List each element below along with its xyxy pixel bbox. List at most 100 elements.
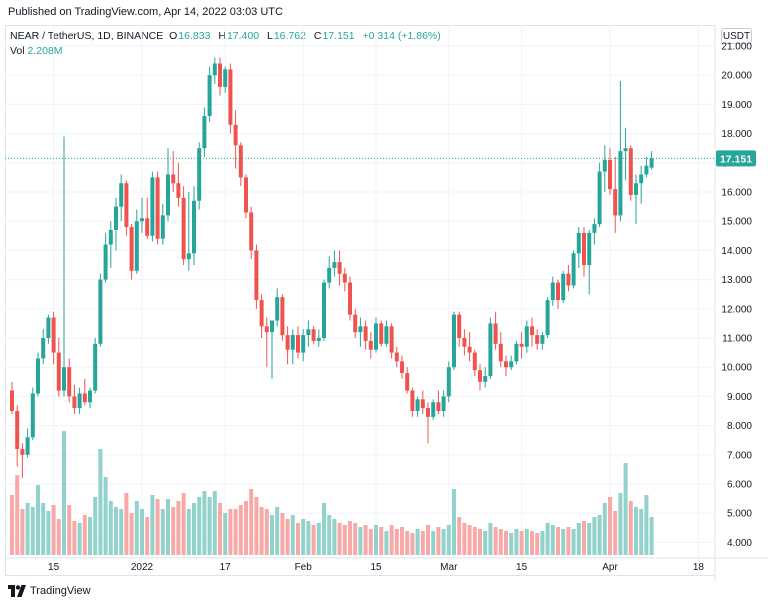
candle-body [566,273,571,286]
grid-lines [5,25,715,576]
candle-body [514,343,519,362]
volume-bar [649,517,654,555]
footer-brand[interactable]: TradingView [30,585,91,597]
candle-body [228,69,233,125]
volume-bar [597,515,602,555]
candle-body [509,361,514,368]
volume-bar [514,529,519,555]
candle-body [166,174,170,216]
volume-bar [342,525,347,555]
candle-body [155,177,160,239]
volume-bar [301,519,306,555]
volume-bar [181,493,186,555]
volume-bar [348,521,352,555]
volume-bar [56,519,61,555]
candle-body [134,221,139,271]
volume-bar [446,525,451,555]
y-tick-label: 18.000 [721,129,752,140]
volume-bar [82,515,87,555]
volume-bar [566,527,571,555]
candle-body [498,343,503,362]
candle-body [358,326,363,333]
candle-body [394,352,399,362]
symbol-name[interactable]: NEAR / TetherUS, 1D, BINANCE [10,30,164,42]
volume-bar [602,503,607,555]
volume-bar [608,497,612,555]
volume-bar [394,529,399,555]
change-value: +0.314 (+1.86%) [362,30,441,42]
volume-bar [628,501,633,555]
candle-body [270,320,274,333]
volume-bar [327,515,332,555]
volume-bar [550,525,555,555]
volume-bar [254,497,259,555]
volume-bar [384,531,389,555]
candle-body [207,75,212,117]
volume-bar [41,503,46,555]
candle-body [290,335,295,350]
candle-body [493,323,498,344]
symbol-legend: NEAR / TetherUS, 1D, BINANCE O16.833 H17… [10,30,446,42]
volume-bar [540,531,545,555]
volume-bar [270,515,274,555]
candle-body [571,253,576,286]
volume-bar [368,529,373,555]
y-tick-label: 16.000 [721,188,752,199]
candle-body [415,399,420,411]
volume-bar [478,529,482,555]
x-tick-label: Apr [602,562,618,573]
volume-bar [160,509,165,555]
volume-bar [134,501,139,555]
volume-bar [15,475,20,555]
candle-body [36,358,40,394]
x-tick-label: 17 [220,562,232,573]
y-tick-label: 20.000 [721,71,752,82]
candle-body [462,338,467,347]
candle-body [82,393,87,403]
candle-body [332,262,337,268]
candle-body [280,297,285,336]
volume-bar [30,507,35,555]
chart-frame [5,25,715,576]
candle-body [322,282,326,338]
volume-bar [176,501,181,555]
candle-body [623,148,628,152]
candle-body [608,159,612,190]
volume-bar [275,507,280,555]
volume-bar [150,495,155,555]
candle-body [181,197,186,260]
volume-bar [51,505,56,555]
volume-bar [379,527,384,555]
y-tick-label: 7.000 [727,450,752,461]
candle-body [550,282,555,301]
volume-bar [98,449,103,555]
candle-body [441,396,446,411]
volume-bar [535,533,540,555]
candle-body [259,300,264,327]
candle-body [103,244,108,280]
volume-bar [592,517,597,555]
candle-body [353,314,358,333]
y-tick-label: 19.000 [721,100,752,111]
candle-body [644,165,649,175]
candle-body [467,346,472,353]
candle-body [452,314,456,368]
volume-bar [207,497,212,555]
candle-body [587,232,592,265]
candle-body [56,352,61,391]
candle-body [46,317,51,338]
candle-body [67,367,72,397]
volume-bar [353,523,358,555]
volume-bar [410,533,415,555]
volume-bar [545,523,550,555]
volume-bar [103,477,108,555]
volume-bar [462,523,467,555]
candle-body [613,189,618,216]
candle-body [72,396,77,409]
x-tick-label: Mar [440,562,458,573]
currency-button[interactable]: USDT [721,28,752,44]
y-tick-label: 15.000 [721,217,752,228]
volume-bar [441,529,446,555]
volume-bar [389,525,394,555]
